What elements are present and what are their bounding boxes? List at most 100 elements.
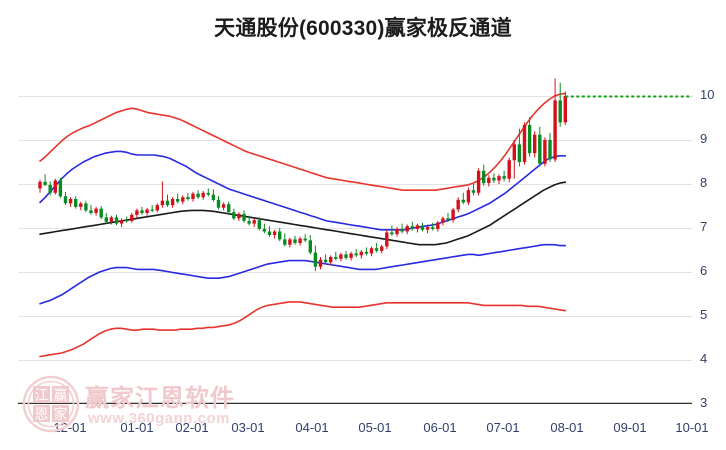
- candle-body: [420, 225, 425, 230]
- candle-body: [538, 134, 542, 164]
- candle-body: [415, 225, 420, 229]
- candle-body: [395, 228, 399, 235]
- candle-body: [109, 217, 114, 222]
- candle-body: [201, 192, 205, 198]
- candle-body: [339, 254, 343, 259]
- candle-body: [278, 231, 282, 240]
- candle-body: [380, 246, 384, 251]
- candlestick-series: [38, 78, 567, 272]
- candle-body: [344, 254, 348, 258]
- candle-body: [257, 220, 261, 229]
- candle-body: [53, 180, 57, 193]
- candle-body: [272, 231, 277, 235]
- chart-plot-area[interactable]: [18, 74, 692, 404]
- x-axis-label: 09-01: [613, 420, 647, 435]
- candle-body: [267, 231, 272, 235]
- candle-body: [155, 205, 159, 211]
- candle-body: [206, 192, 210, 195]
- candle-body: [476, 170, 481, 193]
- band-line-3: [39, 243, 567, 305]
- candle-body: [165, 200, 170, 206]
- candle-body: [517, 144, 522, 162]
- band-line-0: [39, 92, 567, 191]
- candle-body: [130, 214, 134, 221]
- candle-body: [502, 176, 506, 179]
- candle-body: [99, 208, 103, 218]
- candle-body: [329, 257, 333, 263]
- candle-body: [58, 180, 63, 197]
- candle-body: [38, 181, 42, 189]
- candle-body: [63, 196, 68, 204]
- x-axis-label: 01-01: [120, 420, 154, 435]
- band-line-2: [39, 181, 567, 246]
- candle-body: [298, 238, 302, 243]
- candle-body: [252, 220, 256, 224]
- candle-body: [89, 210, 93, 213]
- candle-body: [160, 200, 165, 206]
- y-axis-label: 6: [700, 263, 708, 278]
- candle-body: [242, 213, 246, 221]
- candle-body: [563, 96, 567, 123]
- candle-body: [48, 184, 52, 193]
- x-axis-label: 10-01: [675, 420, 709, 435]
- chart-canvas: [18, 78, 692, 404]
- candle-body: [170, 199, 175, 206]
- y-axis-label: 5: [700, 307, 708, 322]
- x-axis-label: 12-01: [53, 420, 87, 435]
- candle-body: [237, 213, 241, 219]
- candle-body: [349, 253, 353, 258]
- candle-body: [425, 227, 430, 230]
- y-axis-label: 9: [700, 131, 708, 146]
- x-axis-label: 02-01: [175, 420, 209, 435]
- candle-body: [150, 209, 154, 211]
- candle-body: [492, 177, 496, 181]
- candle-body: [405, 226, 409, 232]
- candle-body: [436, 222, 440, 229]
- candle-body: [119, 220, 124, 224]
- candle-body: [283, 239, 287, 245]
- candle-body: [318, 259, 323, 267]
- candle-body: [232, 212, 236, 219]
- page-title: 天通股份(600330)赢家极反通道: [214, 17, 512, 40]
- candle-body: [68, 199, 73, 204]
- candle-body: [140, 210, 144, 213]
- candle-body: [135, 210, 139, 215]
- candle-body: [43, 181, 47, 185]
- candle-body: [410, 226, 414, 229]
- watermark-url: www.360gann.com: [88, 410, 230, 427]
- candle-body: [507, 160, 511, 179]
- candle-body: [374, 248, 379, 251]
- candle-body: [176, 199, 180, 202]
- candle-body: [471, 190, 476, 193]
- candle-body: [293, 239, 297, 243]
- y-axis-label: 10: [700, 87, 715, 102]
- candle-body: [354, 253, 358, 256]
- candle-body: [125, 220, 129, 222]
- y-axis-label: 7: [700, 219, 708, 234]
- candle-body: [364, 251, 369, 254]
- x-axis-label: 08-01: [550, 420, 584, 435]
- candle-body: [522, 125, 527, 162]
- candle-body: [262, 228, 267, 232]
- seal-char-3: 恩: [35, 407, 49, 423]
- candle-body: [211, 194, 216, 200]
- candle-body: [216, 199, 221, 208]
- candle-body: [385, 232, 389, 247]
- candle-body: [247, 221, 251, 224]
- candle-body: [390, 232, 394, 235]
- candle-body: [84, 203, 88, 211]
- candle-body: [186, 197, 190, 199]
- candle-body: [313, 252, 318, 267]
- candle-body: [303, 238, 307, 241]
- candle-body: [359, 251, 363, 256]
- candle-body: [145, 209, 149, 213]
- x-axis-label: 03-01: [231, 420, 265, 435]
- candle-body: [441, 218, 445, 223]
- candle-body: [400, 228, 404, 232]
- y-axis-label: 8: [700, 175, 708, 190]
- candle-body: [323, 259, 328, 263]
- candle-body: [94, 208, 98, 213]
- candle-body: [543, 140, 547, 164]
- candle-body: [227, 204, 231, 213]
